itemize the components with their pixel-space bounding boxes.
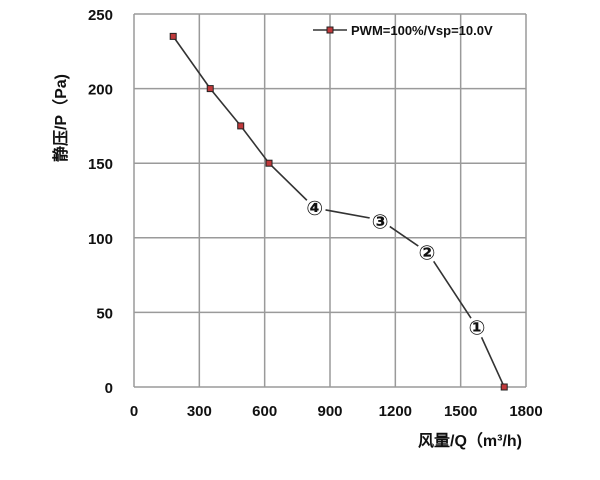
legend: PWM=100%/Vsp=10.0V [313, 23, 493, 38]
data-point-marker [169, 32, 177, 40]
y-tick-label: 200 [88, 82, 113, 99]
x-tick-label: 900 [317, 403, 342, 420]
y-tick-label: 0 [105, 380, 113, 397]
legend-label: PWM=100%/Vsp=10.0V [351, 23, 493, 38]
annotation-label: ① [469, 317, 486, 339]
x-tick-label: 600 [252, 403, 277, 420]
y-axis-ticks: 0 50 100 150 200 250 [88, 7, 113, 397]
y-tick-label: 100 [88, 231, 113, 248]
x-tick-label: 1500 [444, 403, 477, 420]
grid [133, 13, 527, 388]
annotation-label: ④ [306, 198, 323, 220]
y-axis-label: 静压/P（Pa) [51, 74, 70, 162]
annotation-label: ② [418, 243, 435, 265]
annotation-label: ③ [372, 211, 389, 233]
annotation-background [303, 196, 326, 219]
x-tick-label: 300 [187, 403, 212, 420]
x-tick-label: 1800 [509, 403, 542, 420]
x-tick-label: 0 [130, 403, 138, 420]
data-point-marker [500, 383, 508, 391]
legend-marker [326, 26, 334, 34]
data-point-marker [237, 122, 245, 130]
data-point-marker [206, 85, 214, 93]
annotations-layer: ④ ③ ② ① [303, 196, 488, 339]
x-axis-label: 风量/Q（m³/h) [418, 432, 522, 450]
x-axis-ticks: 0 300 600 900 1200 1500 1800 [130, 403, 543, 420]
series-layer [169, 32, 508, 391]
y-tick-label: 150 [88, 156, 113, 173]
x-tick-label: 1200 [379, 403, 412, 420]
data-point-marker [265, 159, 273, 167]
annotation-background [369, 210, 392, 233]
annotation-background [466, 316, 488, 339]
y-tick-label: 250 [88, 7, 113, 24]
annotation-background [415, 241, 438, 264]
y-tick-label: 50 [96, 305, 113, 322]
